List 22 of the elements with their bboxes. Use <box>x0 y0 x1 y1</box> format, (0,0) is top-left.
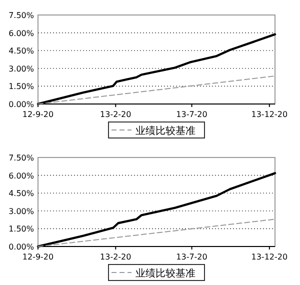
x-tick-label: 13-12-20 <box>251 110 288 119</box>
y-tick-label: 1.50% <box>8 224 34 234</box>
x-tick-label: 12-9-20 <box>22 252 54 262</box>
y-tick-label: 6.00% <box>8 28 34 38</box>
y-tick-label: 7.50% <box>8 11 34 20</box>
y-tick-label: 4.50% <box>8 46 34 56</box>
legend-label: 业绩比较基准 <box>136 268 196 280</box>
x-tick-label: 13-12-20 <box>251 252 288 262</box>
x-tick-label: 12-9-20 <box>22 110 54 119</box>
x-tick-label: 13-2-20 <box>100 110 132 119</box>
y-tick-label: 7.50% <box>8 154 34 162</box>
y-tick-label: 1.50% <box>8 82 34 92</box>
y-tick-label: 0.00% <box>8 100 34 109</box>
y-tick-label: 4.50% <box>8 189 34 198</box>
x-tick-label: 13-7-20 <box>176 252 208 262</box>
x-tick-label: 13-7-20 <box>176 110 208 119</box>
x-tick-label: 13-2-20 <box>100 252 132 262</box>
y-tick-label: 6.00% <box>8 171 34 180</box>
y-tick-label: 3.00% <box>8 64 34 74</box>
y-tick-label: 3.00% <box>8 206 34 216</box>
y-tick-label: 0.00% <box>8 242 34 252</box>
legend-label: 业绩比较基准 <box>136 125 196 137</box>
